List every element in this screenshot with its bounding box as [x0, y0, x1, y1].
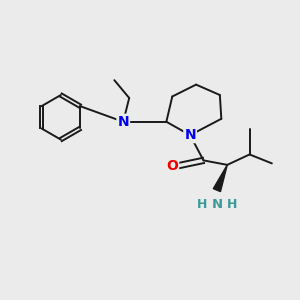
Text: N: N	[184, 128, 196, 142]
Text: H: H	[226, 199, 237, 212]
Polygon shape	[213, 165, 227, 192]
Text: N: N	[117, 115, 129, 129]
Text: H: H	[197, 199, 207, 212]
Text: N: N	[211, 199, 222, 212]
Text: O: O	[167, 159, 178, 173]
